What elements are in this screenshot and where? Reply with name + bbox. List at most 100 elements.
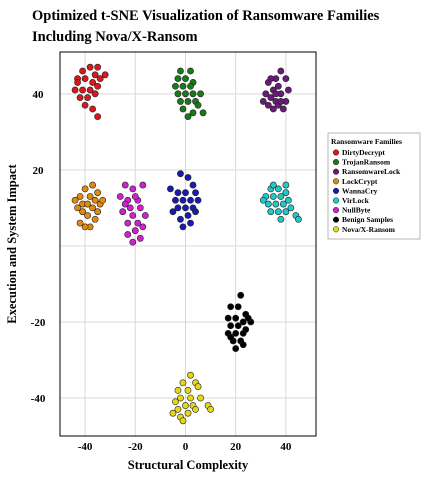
data-point <box>269 193 277 200</box>
legend-title: Ransomware Families <box>331 137 402 146</box>
legend-items: DirtyDecryptTrojanRansomRansomwareLockLo… <box>332 148 401 234</box>
data-point <box>197 394 204 402</box>
y-axis-label: Execution and System Impact <box>5 163 19 323</box>
data-point <box>139 181 147 189</box>
data-point <box>227 303 235 311</box>
data-point <box>287 204 295 212</box>
y-tick-label: 40 <box>33 89 45 101</box>
data-point <box>179 105 187 113</box>
data-point <box>269 105 277 113</box>
data-point <box>274 185 282 193</box>
data-point <box>192 405 199 413</box>
y-tick-label: -20 <box>31 317 46 329</box>
data-point <box>177 170 184 178</box>
data-point <box>174 386 182 394</box>
data-point <box>94 113 102 121</box>
data-point <box>192 208 199 216</box>
data-point <box>187 67 194 75</box>
data-point <box>71 196 79 204</box>
data-point <box>174 405 182 413</box>
data-point <box>197 90 204 98</box>
data-point <box>172 82 179 90</box>
legend-entry: TrojanRansom <box>342 158 391 167</box>
data-point <box>264 101 272 109</box>
data-point <box>194 383 202 390</box>
data-point <box>272 200 280 208</box>
tick-labels: -40 -20 0 20 40 -40 -20 20 40 <box>31 89 292 453</box>
legend-marker <box>332 178 340 185</box>
legend-entry: RansomwareLock <box>342 167 401 176</box>
scatter-points <box>71 63 302 425</box>
data-point <box>94 82 102 90</box>
data-point <box>182 75 189 83</box>
plot-frame <box>59 51 317 437</box>
data-point <box>84 94 92 102</box>
data-point <box>239 341 247 349</box>
x-tick-label: -20 <box>128 441 143 453</box>
data-point <box>277 193 285 200</box>
data-point <box>84 212 92 219</box>
data-point <box>259 196 267 204</box>
data-point <box>136 204 144 212</box>
x-tick-label: -40 <box>78 441 93 453</box>
data-point <box>272 90 280 98</box>
legend-entry: WannaCry <box>342 186 378 195</box>
data-point <box>94 63 102 71</box>
gridlines <box>60 52 316 436</box>
data-point <box>89 105 97 113</box>
data-point <box>277 67 285 75</box>
legend-box <box>327 132 421 240</box>
data-point <box>84 200 92 208</box>
legend-entry: Nova/X-Ransom <box>342 225 396 234</box>
data-point <box>187 82 194 90</box>
data-point <box>232 329 240 337</box>
data-point <box>172 196 179 204</box>
data-point <box>81 223 89 231</box>
data-point <box>274 208 282 216</box>
data-point <box>184 113 192 121</box>
data-point <box>277 98 285 105</box>
legend-marker <box>332 159 340 166</box>
data-point <box>79 67 86 75</box>
x-tick-label: 0 <box>183 441 189 453</box>
x-axis-label: Structural Complexity <box>128 458 249 472</box>
legend-marker <box>332 187 340 194</box>
data-point <box>91 71 99 79</box>
data-point <box>177 67 184 75</box>
data-point <box>264 200 272 208</box>
x-tick-label: 20 <box>230 441 242 453</box>
data-point <box>139 223 147 231</box>
legend-marker <box>332 149 340 156</box>
data-point <box>169 409 177 417</box>
data-point <box>267 75 275 83</box>
data-point <box>179 223 187 231</box>
data-point <box>184 174 192 181</box>
data-point <box>86 63 94 71</box>
y-tick-label: 20 <box>33 165 45 177</box>
data-point <box>267 208 275 216</box>
data-point <box>189 109 197 117</box>
data-point <box>174 189 182 197</box>
legend-entry: LockCrypt <box>342 177 378 186</box>
data-point <box>187 394 194 402</box>
data-point <box>96 75 104 83</box>
data-point <box>284 196 292 204</box>
data-point <box>184 386 192 394</box>
data-point <box>269 181 277 189</box>
data-point <box>124 219 132 227</box>
data-point <box>184 98 192 105</box>
data-point <box>267 94 275 102</box>
data-point <box>179 379 187 387</box>
data-point <box>129 185 137 193</box>
data-point <box>234 322 242 330</box>
data-point <box>187 196 194 204</box>
data-point <box>239 329 247 337</box>
data-point <box>184 409 192 417</box>
data-point <box>282 181 290 189</box>
data-point <box>126 204 134 212</box>
legend-marker <box>332 168 340 175</box>
data-point <box>172 398 179 406</box>
data-point <box>129 212 137 219</box>
data-point <box>81 185 89 193</box>
data-point <box>94 189 102 197</box>
